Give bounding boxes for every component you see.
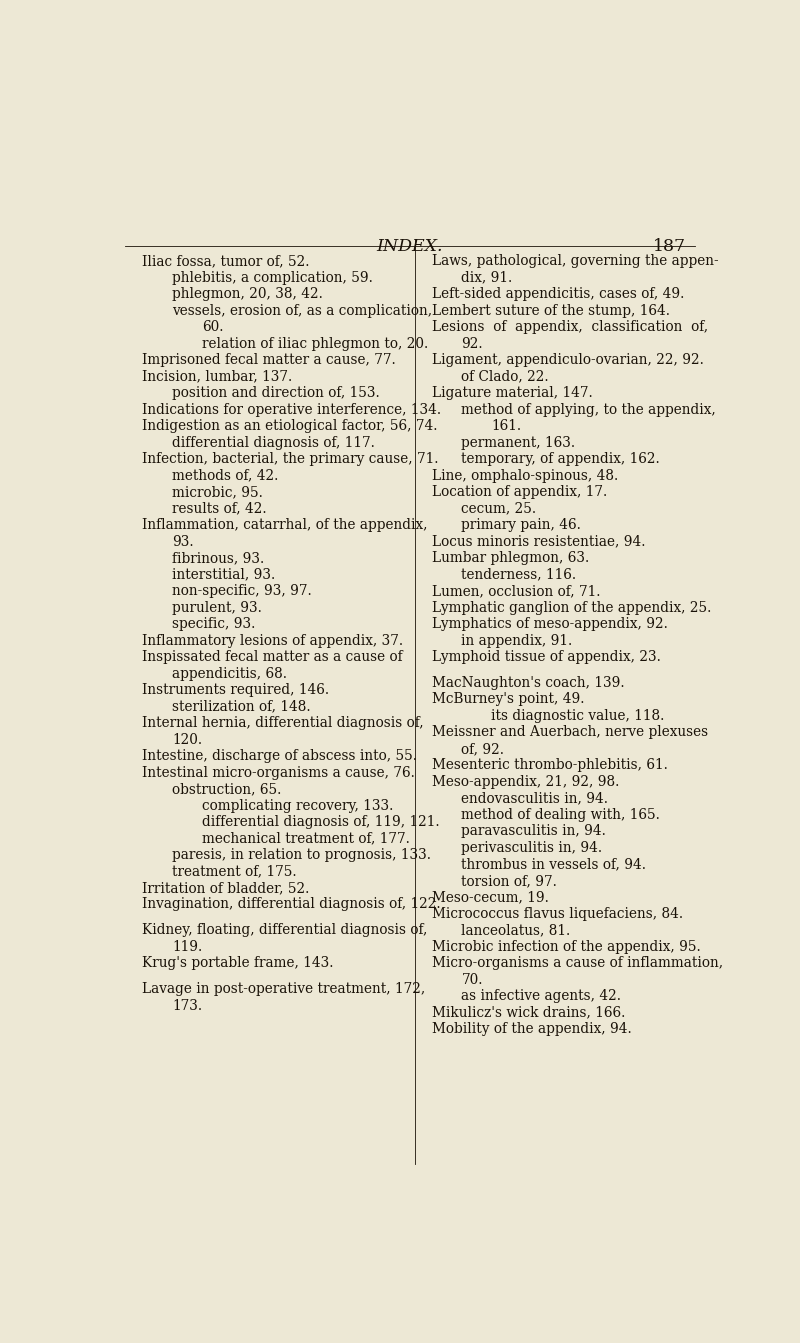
Text: 187: 187 xyxy=(653,238,686,255)
Text: 119.: 119. xyxy=(172,940,202,954)
Text: Left-sided appendicitis, cases of, 49.: Left-sided appendicitis, cases of, 49. xyxy=(432,287,684,301)
Text: cecum, 25.: cecum, 25. xyxy=(462,502,537,516)
Text: Intestinal micro-organisms a cause, 76.: Intestinal micro-organisms a cause, 76. xyxy=(142,766,415,779)
Text: Krug's portable frame, 143.: Krug's portable frame, 143. xyxy=(142,956,334,970)
Text: temporary, of appendix, 162.: temporary, of appendix, 162. xyxy=(462,453,660,466)
Text: in appendix, 91.: in appendix, 91. xyxy=(462,634,573,647)
Text: method of applying, to the appendix,: method of applying, to the appendix, xyxy=(462,403,716,416)
Text: Mikulicz's wick drains, 166.: Mikulicz's wick drains, 166. xyxy=(432,1006,625,1019)
Text: sterilization of, 148.: sterilization of, 148. xyxy=(172,700,310,713)
Text: Laws, pathological, governing the appen-: Laws, pathological, governing the appen- xyxy=(432,254,718,269)
Text: Incision, lumbar, 137.: Incision, lumbar, 137. xyxy=(142,369,293,384)
Text: Kidney, floating, differential diagnosis of,: Kidney, floating, differential diagnosis… xyxy=(142,923,427,937)
Text: Lymphatics of meso-appendix, 92.: Lymphatics of meso-appendix, 92. xyxy=(432,616,667,631)
Text: lanceolatus, 81.: lanceolatus, 81. xyxy=(462,923,570,937)
Text: tenderness, 116.: tenderness, 116. xyxy=(462,568,577,582)
Text: Indigestion as an etiological factor, 56, 74.: Indigestion as an etiological factor, 56… xyxy=(142,419,438,434)
Text: microbic, 95.: microbic, 95. xyxy=(172,485,262,500)
Text: Mesenteric thrombo-phlebitis, 61.: Mesenteric thrombo-phlebitis, 61. xyxy=(432,759,667,772)
Text: Lymphatic ganglion of the appendix, 25.: Lymphatic ganglion of the appendix, 25. xyxy=(432,600,711,615)
Text: Internal hernia, differential diagnosis of,: Internal hernia, differential diagnosis … xyxy=(142,716,424,731)
Text: method of dealing with, 165.: method of dealing with, 165. xyxy=(462,808,660,822)
Text: phlebitis, a complication, 59.: phlebitis, a complication, 59. xyxy=(172,271,373,285)
Text: relation of iliac phlegmon to, 20.: relation of iliac phlegmon to, 20. xyxy=(202,337,428,351)
Text: INDEX.: INDEX. xyxy=(377,238,443,255)
Text: Indications for operative interference, 134.: Indications for operative interference, … xyxy=(142,403,442,416)
Text: its diagnostic value, 118.: its diagnostic value, 118. xyxy=(491,709,665,723)
Text: Mobility of the appendix, 94.: Mobility of the appendix, 94. xyxy=(432,1022,631,1037)
Text: differential diagnosis of, 119, 121.: differential diagnosis of, 119, 121. xyxy=(202,815,439,829)
Text: permanent, 163.: permanent, 163. xyxy=(462,435,575,450)
Text: Irritation of bladder, 52.: Irritation of bladder, 52. xyxy=(142,881,310,894)
Text: of, 92.: of, 92. xyxy=(462,741,505,756)
Text: Locus minoris resistentiae, 94.: Locus minoris resistentiae, 94. xyxy=(432,535,646,549)
Text: of Clado, 22.: of Clado, 22. xyxy=(462,369,549,384)
Text: Meso-appendix, 21, 92, 98.: Meso-appendix, 21, 92, 98. xyxy=(432,775,619,788)
Text: primary pain, 46.: primary pain, 46. xyxy=(462,518,582,532)
Text: Inflammatory lesions of appendix, 37.: Inflammatory lesions of appendix, 37. xyxy=(142,634,403,647)
Text: purulent, 93.: purulent, 93. xyxy=(172,600,262,615)
Text: interstitial, 93.: interstitial, 93. xyxy=(172,568,275,582)
Text: 120.: 120. xyxy=(172,732,202,747)
Text: Micro-organisms a cause of inflammation,: Micro-organisms a cause of inflammation, xyxy=(432,956,723,970)
Text: Ligament, appendiculo-ovarian, 22, 92.: Ligament, appendiculo-ovarian, 22, 92. xyxy=(432,353,703,367)
Text: Ligature material, 147.: Ligature material, 147. xyxy=(432,387,593,400)
Text: Infection, bacterial, the primary cause, 71.: Infection, bacterial, the primary cause,… xyxy=(142,453,438,466)
Text: Invagination, differential diagnosis of, 122.: Invagination, differential diagnosis of,… xyxy=(142,897,441,912)
Text: non-specific, 93, 97.: non-specific, 93, 97. xyxy=(172,584,312,598)
Text: endovasculitis in, 94.: endovasculitis in, 94. xyxy=(462,791,609,806)
Text: MacNaughton's coach, 139.: MacNaughton's coach, 139. xyxy=(432,676,624,690)
Text: Micrococcus flavus liquefaciens, 84.: Micrococcus flavus liquefaciens, 84. xyxy=(432,907,683,921)
Text: obstruction, 65.: obstruction, 65. xyxy=(172,782,282,796)
Text: 93.: 93. xyxy=(172,535,194,549)
Text: dix, 91.: dix, 91. xyxy=(462,271,513,285)
Text: appendicitis, 68.: appendicitis, 68. xyxy=(172,666,287,681)
Text: phlegmon, 20, 38, 42.: phlegmon, 20, 38, 42. xyxy=(172,287,322,301)
Text: Lymphoid tissue of appendix, 23.: Lymphoid tissue of appendix, 23. xyxy=(432,650,661,663)
Text: Instruments required, 146.: Instruments required, 146. xyxy=(142,684,330,697)
Text: paresis, in relation to prognosis, 133.: paresis, in relation to prognosis, 133. xyxy=(172,847,431,862)
Text: mechanical treatment of, 177.: mechanical treatment of, 177. xyxy=(202,831,410,846)
Text: Lavage in post-operative treatment, 172,: Lavage in post-operative treatment, 172, xyxy=(142,982,426,997)
Text: thrombus in vessels of, 94.: thrombus in vessels of, 94. xyxy=(462,857,646,872)
Text: 70.: 70. xyxy=(462,972,483,987)
Text: torsion of, 97.: torsion of, 97. xyxy=(462,874,558,888)
Text: perivasculitis in, 94.: perivasculitis in, 94. xyxy=(462,841,602,855)
Text: methods of, 42.: methods of, 42. xyxy=(172,469,278,482)
Text: Iliac fossa, tumor of, 52.: Iliac fossa, tumor of, 52. xyxy=(142,254,310,269)
Text: Meissner and Auerbach, nerve plexuses: Meissner and Auerbach, nerve plexuses xyxy=(432,725,708,740)
Text: Lumbar phlegmon, 63.: Lumbar phlegmon, 63. xyxy=(432,551,589,565)
Text: Meso-cecum, 19.: Meso-cecum, 19. xyxy=(432,890,549,904)
Text: Line, omphalo-spinous, 48.: Line, omphalo-spinous, 48. xyxy=(432,469,618,482)
Text: treatment of, 175.: treatment of, 175. xyxy=(172,865,297,878)
Text: as infective agents, 42.: as infective agents, 42. xyxy=(462,990,622,1003)
Text: Microbic infection of the appendix, 95.: Microbic infection of the appendix, 95. xyxy=(432,940,701,954)
Text: Lesions  of  appendix,  classification  of,: Lesions of appendix, classification of, xyxy=(432,320,708,334)
Text: 92.: 92. xyxy=(462,337,483,351)
Text: vessels, erosion of, as a complication,: vessels, erosion of, as a complication, xyxy=(172,304,432,318)
Text: Imprisoned fecal matter a cause, 77.: Imprisoned fecal matter a cause, 77. xyxy=(142,353,396,367)
Text: 173.: 173. xyxy=(172,999,202,1013)
Text: Lumen, occlusion of, 71.: Lumen, occlusion of, 71. xyxy=(432,584,600,598)
Text: results of, 42.: results of, 42. xyxy=(172,502,266,516)
Text: differential diagnosis of, 117.: differential diagnosis of, 117. xyxy=(172,435,374,450)
Text: 60.: 60. xyxy=(202,320,223,334)
Text: Lembert suture of the stump, 164.: Lembert suture of the stump, 164. xyxy=(432,304,670,318)
Text: Inflammation, catarrhal, of the appendix,: Inflammation, catarrhal, of the appendix… xyxy=(142,518,428,532)
Text: Intestine, discharge of abscess into, 55.: Intestine, discharge of abscess into, 55… xyxy=(142,749,417,763)
Text: paravasculitis in, 94.: paravasculitis in, 94. xyxy=(462,825,606,838)
Text: McBurney's point, 49.: McBurney's point, 49. xyxy=(432,693,584,706)
Text: Location of appendix, 17.: Location of appendix, 17. xyxy=(432,485,607,500)
Text: position and direction of, 153.: position and direction of, 153. xyxy=(172,387,380,400)
Text: Inspissated fecal matter as a cause of: Inspissated fecal matter as a cause of xyxy=(142,650,402,663)
Text: complicating recovery, 133.: complicating recovery, 133. xyxy=(202,799,393,813)
Text: fibrinous, 93.: fibrinous, 93. xyxy=(172,551,264,565)
Text: specific, 93.: specific, 93. xyxy=(172,616,255,631)
Text: 161.: 161. xyxy=(491,419,522,434)
